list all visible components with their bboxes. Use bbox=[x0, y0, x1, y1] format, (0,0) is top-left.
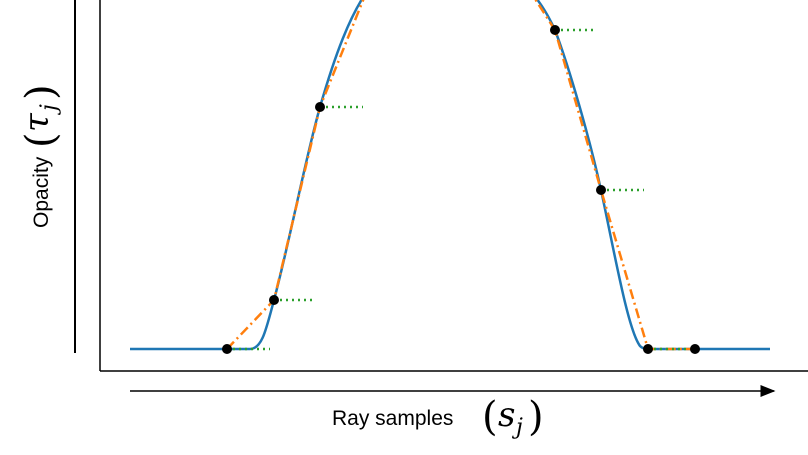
x-label-close: ) bbox=[528, 394, 544, 440]
x-label-text: Ray samples bbox=[332, 407, 453, 430]
x-label-open: ( bbox=[482, 394, 498, 440]
x-label-symbol: s bbox=[498, 395, 515, 435]
y-label-text: Opacity bbox=[30, 156, 53, 228]
sample-point bbox=[690, 344, 700, 354]
y-label-symbol: τ bbox=[17, 112, 57, 132]
sample-point bbox=[315, 102, 325, 112]
sample-point bbox=[222, 344, 232, 354]
sample-points bbox=[222, 25, 700, 354]
sample-point bbox=[596, 185, 606, 195]
sample-point bbox=[643, 344, 653, 354]
x-label: Ray samples ( s j ) bbox=[332, 394, 544, 440]
y-label: Opacity ( τ j ) bbox=[17, 84, 64, 228]
y-label-open: ( bbox=[18, 132, 64, 148]
sample-point bbox=[269, 295, 279, 305]
opacity-curve bbox=[130, 0, 770, 351]
step-lines bbox=[227, 28, 690, 351]
linear-approximation bbox=[226, 0, 695, 351]
sample-point bbox=[550, 25, 560, 35]
y-label-close: ) bbox=[18, 84, 64, 100]
